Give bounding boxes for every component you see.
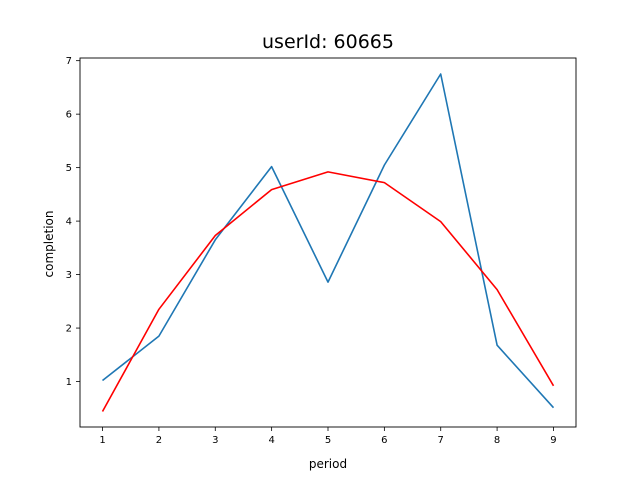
- series-line-1: [102, 73, 555, 409]
- x-tick-label: 5: [325, 435, 331, 446]
- x-tick-label: 7: [438, 435, 444, 446]
- x-tick-label: 6: [381, 435, 387, 446]
- y-tick-label: 6: [66, 110, 72, 121]
- y-tick-label: 3: [66, 270, 72, 281]
- x-tick-label: 8: [494, 435, 500, 446]
- x-tick-label: 2: [156, 435, 162, 446]
- axes: 1 2 3 4 5 6 7 8 9 1 2 3 4 5 6 7: [66, 56, 577, 446]
- y-tick-label: 1: [66, 377, 72, 388]
- y-tick-label: 5: [66, 163, 72, 174]
- x-tick-label: 4: [268, 435, 274, 446]
- plot-area: [101, 73, 555, 412]
- y-tick-label: 7: [66, 56, 72, 67]
- y-tick-label: 2: [66, 324, 72, 335]
- y-tick-label: 4: [66, 217, 72, 228]
- y-axis-label: completion: [42, 211, 56, 278]
- series-line-2: [101, 171, 555, 412]
- x-tick-label: 1: [99, 435, 105, 446]
- x-axis-label: period: [309, 457, 347, 471]
- x-tick-label: 3: [212, 435, 218, 446]
- chart-title: userId: 60665: [262, 31, 394, 53]
- x-tick-label: 9: [550, 435, 556, 446]
